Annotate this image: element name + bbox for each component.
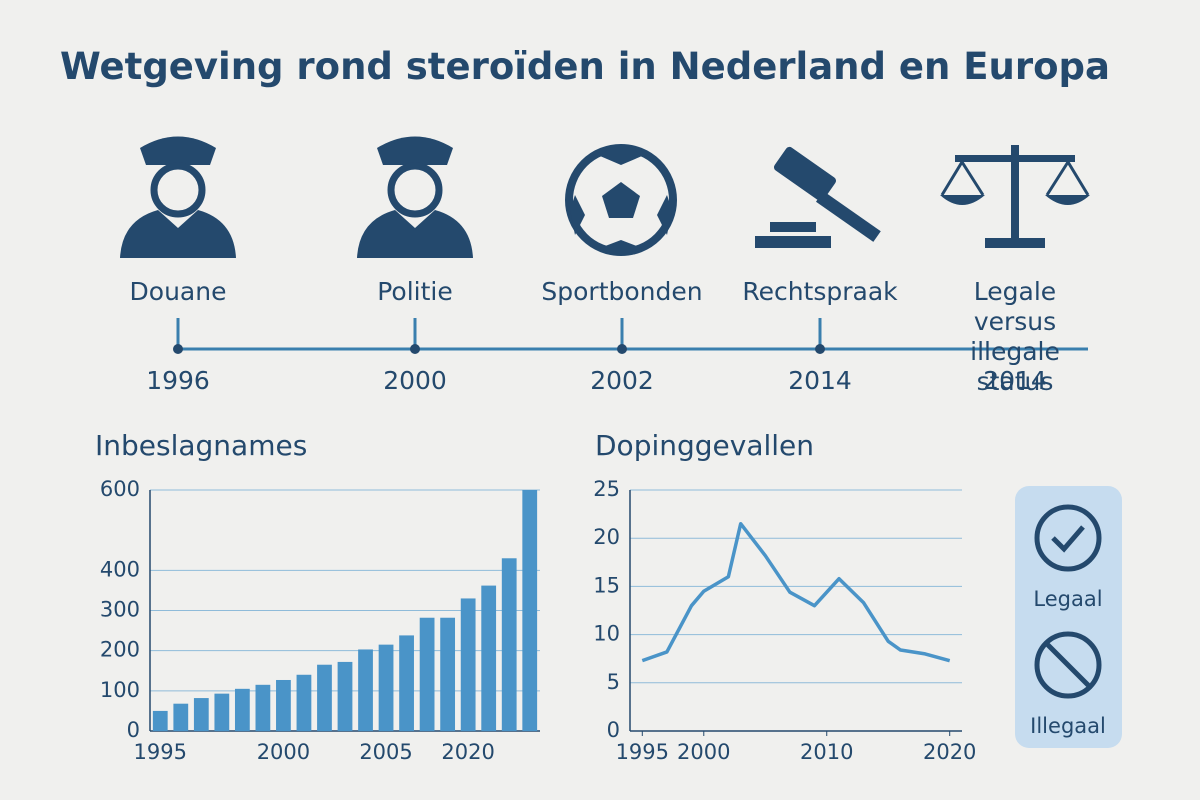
prohibit-slash <box>1045 642 1091 688</box>
y-tick-label: 100 <box>100 678 140 702</box>
y-tick-label: 5 <box>607 670 620 694</box>
bar <box>317 664 332 731</box>
y-tick-label: 20 <box>593 525 620 549</box>
event-label: Rechtspraak <box>742 277 898 306</box>
y-tick-label: 0 <box>607 718 620 742</box>
legend-box <box>1015 486 1122 748</box>
timeline-dot <box>410 344 420 354</box>
event-year: 2014 <box>983 366 1047 395</box>
scales-icon <box>940 145 1090 248</box>
event-year: 2002 <box>590 366 654 395</box>
chart-title: Inbeslagnames <box>95 429 307 462</box>
y-tick-label: 0 <box>127 718 140 742</box>
bar <box>296 674 312 731</box>
bar <box>481 585 497 731</box>
football-icon <box>565 144 677 256</box>
bar <box>378 644 394 731</box>
gavel-icon <box>755 146 881 248</box>
check-mark <box>1051 525 1085 553</box>
bar <box>460 598 476 731</box>
customs-icon <box>120 136 236 258</box>
y-tick-label: 25 <box>593 477 620 501</box>
legal-icon <box>1034 504 1102 572</box>
bar <box>214 693 230 731</box>
x-tick-label: 1995 <box>616 740 669 764</box>
bar <box>234 688 250 731</box>
bar <box>501 558 517 731</box>
x-tick-label: 2000 <box>257 740 310 764</box>
data-line <box>641 521 951 663</box>
timeline-dot <box>617 344 627 354</box>
icons <box>120 136 1090 258</box>
y-tick-label: 15 <box>593 573 620 597</box>
x-tick-label: 2010 <box>800 740 853 764</box>
bar <box>399 635 414 731</box>
event-year: 2000 <box>383 366 447 395</box>
legend-label: Legaal <box>1033 587 1102 611</box>
bar <box>173 703 189 731</box>
police-icon <box>357 136 473 258</box>
bar <box>193 698 209 731</box>
illegal-icon <box>1034 631 1102 699</box>
bar <box>152 710 168 731</box>
x-tick-label: 2020 <box>441 740 494 764</box>
event-year: 2014 <box>788 366 852 395</box>
bar <box>522 490 538 731</box>
y-tick-label: 10 <box>593 622 620 646</box>
bar <box>440 617 456 731</box>
event-year: 1996 <box>146 366 210 395</box>
bar <box>255 684 271 731</box>
bar <box>276 679 291 731</box>
y-tick-label: 600 <box>100 477 140 501</box>
x-tick-label: 1995 <box>134 740 187 764</box>
x-tick-label: 2005 <box>359 740 412 764</box>
y-tick-label: 200 <box>100 638 140 662</box>
timeline-dot <box>815 344 825 354</box>
y-tick-label: 400 <box>100 557 140 581</box>
event-label: Legale versus illegale status <box>970 277 1060 396</box>
bar <box>337 661 353 731</box>
event-label: Douane <box>129 277 227 306</box>
event-label: Sportbonden <box>541 277 703 306</box>
bar <box>358 649 373 731</box>
page-title: Wetgeving rond steroïden in Nederland en… <box>60 45 1110 88</box>
chart-title: Dopinggevallen <box>595 429 814 462</box>
x-tick-label: 2000 <box>677 740 730 764</box>
event-label: Politie <box>377 277 453 306</box>
y-tick-label: 300 <box>100 598 140 622</box>
legend-label: Illegaal <box>1030 714 1106 738</box>
bar <box>419 617 435 731</box>
x-tick-label: 2020 <box>923 740 976 764</box>
timeline-dot <box>173 344 183 354</box>
